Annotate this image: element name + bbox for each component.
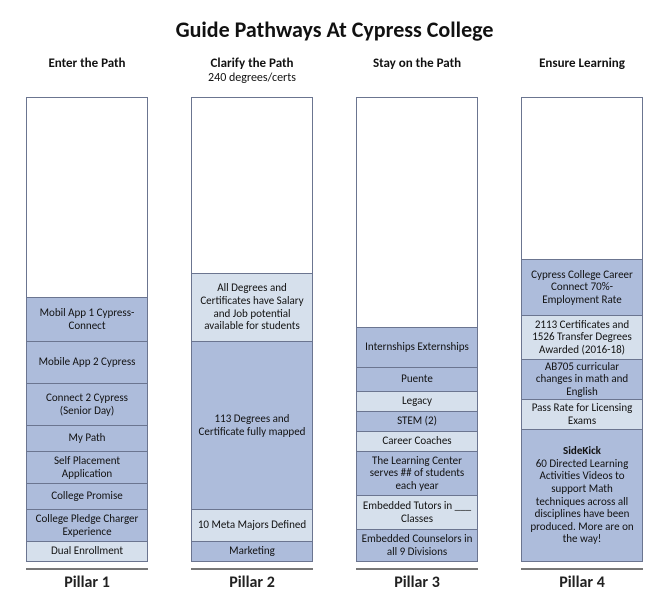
page-title: Guide Pathways At Cypress College: [12, 16, 657, 43]
pillar-label-2: Pillar 2: [191, 568, 313, 592]
pillar-label-3: Pillar 3: [356, 568, 478, 592]
pillar-cell: Self Placement Application: [27, 451, 147, 483]
pillar-cell: Embedded Counselors in all 9 Divisions: [357, 529, 477, 561]
pillar-cell: Marketing: [192, 541, 312, 561]
col-header-text-1: Enter the Path: [48, 56, 125, 71]
col-header-1: Enter the Path: [12, 57, 162, 89]
pillar-cell: Internships Externships: [357, 327, 477, 367]
pillar-cell: SideKick60 Directed Learning Activities …: [522, 429, 642, 561]
col-header-text-2: Clarify the Path: [211, 56, 294, 71]
col-header-text-3: Stay on the Path: [373, 56, 461, 71]
pillar-cell: Puente: [357, 367, 477, 391]
col-header-text-4: Ensure Learning: [539, 56, 625, 71]
pillar-cell: Dual Enrollment: [27, 541, 147, 561]
pillar-cell: College Pledge Charger Experience: [27, 509, 147, 541]
pillar-col-3: Stay on the Path Internships Externships…: [342, 57, 492, 592]
stack-4: Cypress College Career Connect 70%- Empl…: [521, 97, 643, 562]
col-header-4: Ensure Learning: [507, 57, 657, 89]
col-header-3: Stay on the Path: [342, 57, 492, 89]
stack-1: Mobil App 1 Cypress-ConnectMobile App 2 …: [26, 97, 148, 562]
pillar-cell: Mobile App 2 Cypress: [27, 341, 147, 383]
pillar-cell: 10 Meta Majors Defined: [192, 509, 312, 541]
pillar-col-4: Ensure Learning Cypress College Career C…: [507, 57, 657, 592]
col-header-2: Clarify the Path 240 degrees/certs: [177, 57, 327, 89]
pillar-cell: Embedded Tutors in ___ Classes: [357, 495, 477, 529]
pillar-cell: The Learning Center serves ## of student…: [357, 451, 477, 495]
stack-2: All Degrees and Certificates have Salary…: [191, 97, 313, 562]
pillar-col-2: Clarify the Path 240 degrees/certs All D…: [177, 57, 327, 592]
stack-3: Internships ExternshipsPuenteLegacySTEM …: [356, 97, 478, 562]
pillar-cell: STEM (2): [357, 411, 477, 431]
pillar-label-4: Pillar 4: [521, 568, 643, 592]
pillar-col-1: Enter the Path Mobil App 1 Cypress-Conne…: [12, 57, 162, 592]
pillar-cell: Connect 2 Cypress (Senior Day): [27, 383, 147, 425]
pillar-cell: College Promise: [27, 483, 147, 509]
pillar-cell: AB705 curricular changes in math and Eng…: [522, 359, 642, 399]
pillar-cell: Mobil App 1 Cypress-Connect: [27, 297, 147, 341]
pillar-label-1: Pillar 1: [26, 568, 148, 592]
pillar-cell: 2113 Certificates and 1526 Transfer Degr…: [522, 315, 642, 359]
pillar-cell: My Path: [27, 425, 147, 451]
pillar-cell: Career Coaches: [357, 431, 477, 451]
col-sub-2: 240 degrees/certs: [177, 72, 327, 86]
pillar-cell: 113 Degrees and Certificate fully mapped: [192, 341, 312, 509]
pillar-columns: Enter the Path Mobil App 1 Cypress-Conne…: [12, 57, 657, 592]
pillar-cell: Cypress College Career Connect 70%- Empl…: [522, 259, 642, 315]
pillar-cell: Legacy: [357, 391, 477, 411]
pillar-cell: All Degrees and Certificates have Salary…: [192, 273, 312, 341]
pillar-cell: Pass Rate for Licensing Exams: [522, 399, 642, 429]
